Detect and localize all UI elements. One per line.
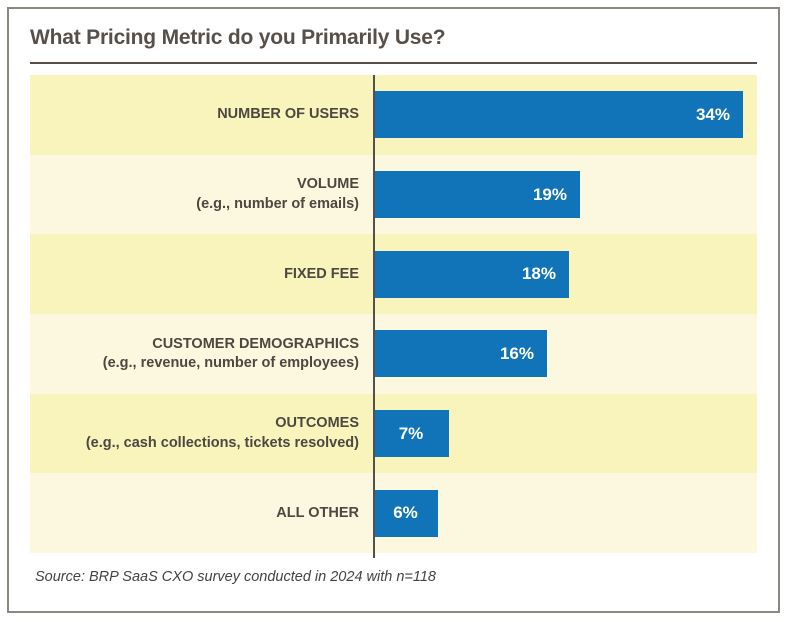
bar-value-label: 34% [695,104,730,124]
category-label: ALL OTHER [276,504,359,521]
bar-area: 6% [373,473,757,553]
bar-area: 18% [373,234,757,314]
category-label: FIXED FEE [284,265,359,282]
category-label-block: NUMBER OF USERS [30,105,373,124]
category-label-block: VOLUME (e.g., number of emails) [30,175,373,213]
bar: 34% [373,91,743,139]
chart-title: What Pricing Metric do you Primarily Use… [30,26,446,49]
bar-rows: NUMBER OF USERS 34% VOLUME (e.g., number… [30,75,757,554]
category-label: OUTCOMES [275,415,359,432]
bar: 7% [373,410,449,458]
bar: 6% [373,489,438,537]
chart-row: CUSTOMER DEMOGRAPHICS (e.g., revenue, nu… [30,314,757,394]
category-label-block: ALL OTHER [30,504,373,523]
category-label: VOLUME [296,176,359,193]
chart-card: What Pricing Metric do you Primarily Use… [7,7,780,613]
bar-area: 34% [373,75,757,155]
bar: 18% [373,250,569,298]
y-axis-line [373,75,375,558]
bar-area: 16% [373,314,757,394]
chart-row: FIXED FEE 18% [30,234,757,315]
bar-chart: NUMBER OF USERS 34% VOLUME (e.g., number… [30,75,757,558]
title-underline [30,62,757,64]
bar-area: 7% [373,394,757,474]
chart-row: ALL OTHER 6% [30,473,757,554]
bar: 16% [373,330,547,378]
category-sublabel: (e.g., revenue, number of employees) [102,354,359,371]
chart-row: OUTCOMES (e.g., cash collections, ticket… [30,393,757,474]
chart-row: NUMBER OF USERS 34% [30,75,757,155]
category-sublabel: (e.g., cash collections, tickets resolve… [85,434,359,451]
bar: 19% [373,171,580,218]
category-label-block: FIXED FEE [30,265,373,284]
category-label-block: CUSTOMER DEMOGRAPHICS (e.g., revenue, nu… [30,335,373,373]
source-note: Source: BRP SaaS CXO survey conducted in… [35,569,436,585]
bar-value-label: 7% [398,423,424,443]
bar-area: 19% [373,155,757,235]
bar-value-label: 16% [499,343,534,363]
category-label: NUMBER OF USERS [217,106,359,123]
bar-value-label: 18% [521,264,556,284]
bar-value-label: 19% [532,184,567,204]
category-label-block: OUTCOMES (e.g., cash collections, ticket… [30,414,373,452]
category-label: CUSTOMER DEMOGRAPHICS [152,335,359,352]
chart-row: VOLUME (e.g., number of emails) 19% [30,154,757,235]
bar-value-label: 6% [393,503,418,523]
category-sublabel: (e.g., number of emails) [196,195,359,212]
